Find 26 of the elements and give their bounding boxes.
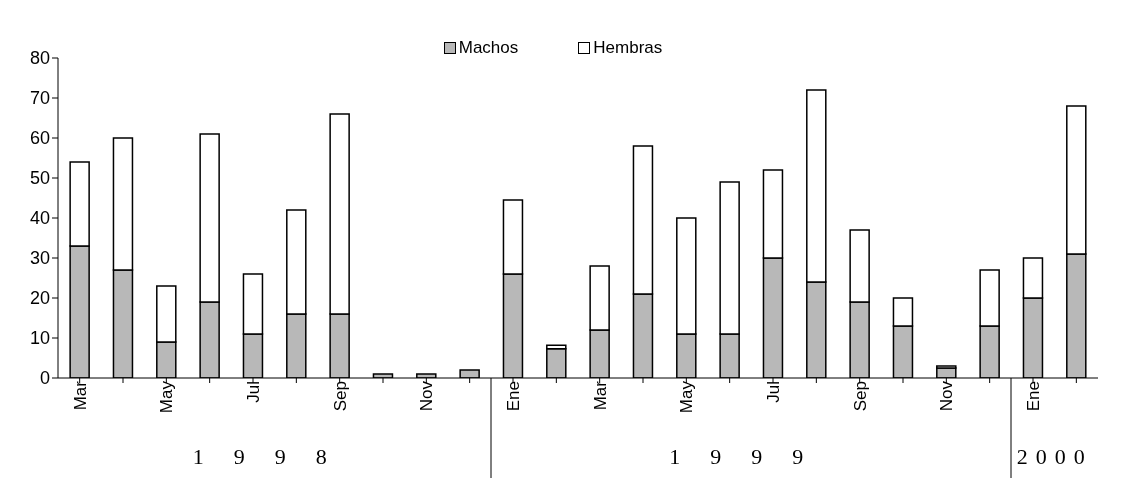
y-tick-label: 60 (29, 128, 50, 149)
y-tick-label: 30 (29, 248, 50, 269)
text: 2000 (1015, 444, 1094, 470)
y-tick-label: 70 (29, 88, 50, 109)
y-tick-label: 40 (29, 208, 50, 229)
y-tick-label: 80 (29, 48, 50, 69)
y-tick-label: 20 (29, 288, 50, 309)
x-tick-label: May (677, 380, 697, 414)
text: 1998 (191, 444, 358, 470)
y-tick-label: 10 (29, 328, 50, 349)
x-tick-label: Jul (764, 381, 784, 403)
y-tick-label: 0 (39, 368, 50, 389)
legend-label: Hembras (592, 38, 663, 58)
x-tick-label: Ene (504, 381, 524, 412)
x-tick-label: Mar (70, 380, 90, 411)
x-tick-label: Mar (590, 380, 610, 411)
legend-label: Machos (457, 38, 519, 58)
x-tick-label: Nov (937, 380, 957, 412)
x-tick-label: Jul (244, 381, 264, 403)
x-tick-label: Nov (417, 380, 437, 412)
x-tick-label: Sep (850, 381, 870, 412)
x-tick-label: Sep (330, 381, 350, 412)
y-tick-label: 50 (29, 168, 50, 189)
x-tick-label: May (157, 380, 177, 414)
text: 1999 (668, 444, 835, 470)
x-tick-label: Ene (1024, 381, 1044, 412)
